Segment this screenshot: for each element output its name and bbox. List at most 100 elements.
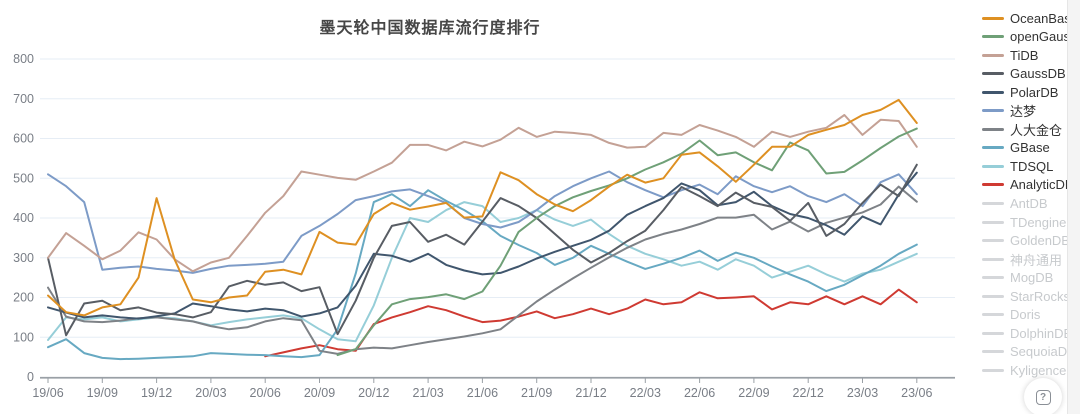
legend-line-swatch: [982, 368, 1004, 372]
legend-line-swatch: [982, 239, 1004, 243]
legend-item-AnalyticDB[interactable]: AnalyticDB: [982, 176, 1074, 194]
legend-line-swatch: [982, 257, 1004, 261]
x-axis-label: 22/06: [684, 386, 715, 400]
x-axis-label: 20/06: [250, 386, 281, 400]
legend-label: GaussDB: [1010, 66, 1066, 82]
legend-label: StarRocks: [1010, 288, 1070, 304]
series-line-PolarDB: [47, 171, 918, 320]
y-axis-label: 800: [13, 52, 34, 66]
legend-label: openGauss: [1010, 29, 1077, 45]
series-line-人大金仓: [47, 185, 918, 355]
legend-item-StarRocks[interactable]: StarRocks: [982, 287, 1070, 305]
legend-item-人大金仓[interactable]: 人大金仓: [982, 120, 1062, 138]
legend-label: GBase: [1010, 140, 1050, 156]
legend-line-swatch: [982, 164, 1004, 168]
x-axis-label: 21/12: [575, 386, 606, 400]
legend-line-swatch: [982, 35, 1004, 39]
legend-item-GBase[interactable]: GBase: [982, 139, 1050, 157]
legend-item-TiDB[interactable]: TiDB: [982, 46, 1038, 64]
legend-line-swatch: [982, 127, 1004, 131]
legend-line-swatch: [982, 276, 1004, 280]
legend-label: 达梦: [1010, 104, 1037, 120]
legend-item-MogDB[interactable]: MogDB: [982, 269, 1053, 287]
legend-item-TDSQL[interactable]: TDSQL: [982, 157, 1053, 175]
chart-title: 墨天轮中国数据库流行度排行: [319, 20, 541, 37]
x-axis-label: 22/12: [793, 386, 824, 400]
scrollbar[interactable]: [1067, 0, 1080, 414]
x-axis-label: 22/09: [738, 386, 769, 400]
x-axis-label: 20/03: [195, 386, 226, 400]
legend-label: 人大金仓: [1010, 122, 1063, 138]
x-axis-label: 23/06: [901, 386, 932, 400]
question-mark-icon: ?: [1035, 389, 1051, 405]
y-axis-label: 400: [13, 211, 34, 225]
legend-line-swatch: [982, 183, 1004, 187]
x-axis-label: 21/09: [521, 386, 552, 400]
legend-label: SequoiaDB: [1010, 344, 1076, 360]
legend-line-swatch: [982, 16, 1004, 20]
legend-line-swatch: [982, 331, 1004, 335]
series-line-达梦: [47, 170, 918, 274]
y-axis-label: 200: [13, 291, 34, 305]
legend-item-Kyligence[interactable]: Kyligence: [982, 361, 1066, 379]
x-axis-label: 19/09: [87, 386, 118, 400]
legend-line-swatch: [982, 109, 1004, 113]
y-axis-label: 500: [13, 171, 34, 185]
help-button[interactable]: ?: [1024, 378, 1062, 414]
legend-item-TDengine[interactable]: TDengine: [982, 213, 1066, 231]
y-axis-label: 600: [13, 132, 34, 146]
x-axis-label: 20/12: [358, 386, 389, 400]
legend-line-swatch: [982, 72, 1004, 76]
legend-item-OceanBase[interactable]: OceanBase: [982, 9, 1078, 27]
legend-item-Doris[interactable]: Doris: [982, 306, 1040, 324]
legend-item-DolphinDB[interactable]: DolphinDB: [982, 324, 1072, 342]
legend-label: OceanBase: [1010, 10, 1078, 26]
x-axis-label: 23/03: [847, 386, 878, 400]
legend-label: Kyligence: [1010, 362, 1067, 378]
legend-line-swatch: [982, 350, 1004, 354]
series-line-TiDB: [47, 114, 918, 273]
legend-label: AnalyticDB: [1010, 177, 1074, 193]
series-line-OceanBase: [47, 98, 918, 317]
legend-label: GoldenDB: [1010, 233, 1070, 249]
y-axis-label: 100: [13, 330, 34, 344]
legend-item-SequoiaDB[interactable]: SequoiaDB: [982, 343, 1076, 361]
series-line-openGauss: [336, 127, 918, 357]
series-line-AnalyticDB: [264, 288, 918, 358]
legend-label: TDSQL: [1010, 158, 1054, 174]
legend-line-swatch: [982, 146, 1004, 150]
legend-line-swatch: [982, 220, 1004, 224]
legend-item-PolarDB[interactable]: PolarDB: [982, 83, 1058, 101]
legend-item-GoldenDB[interactable]: GoldenDB: [982, 232, 1070, 250]
legend-label: TDengine: [1010, 214, 1067, 230]
legend-line-swatch: [982, 90, 1004, 94]
x-axis-label: 22/03: [630, 386, 661, 400]
legend-item-达梦[interactable]: 达梦: [982, 102, 1036, 120]
legend-item-GaussDB[interactable]: GaussDB: [982, 65, 1066, 83]
legend-label: 神舟通用: [1010, 252, 1063, 268]
legend-label: Doris: [1010, 307, 1041, 323]
legend-label: AntDB: [1010, 196, 1048, 211]
legend-line-swatch: [982, 202, 1004, 205]
legend-item-openGauss[interactable]: openGauss: [982, 28, 1077, 46]
legend-item-AntDB[interactable]: AntDB: [982, 195, 1048, 213]
legend-label: TiDB: [1010, 47, 1039, 63]
y-axis-label: 700: [13, 92, 34, 106]
x-axis-label: 19/12: [141, 386, 172, 400]
x-axis-label: 21/06: [467, 386, 498, 400]
x-axis-label: 21/03: [412, 386, 443, 400]
legend-line-swatch: [982, 313, 1004, 317]
series-line-GaussDB: [47, 163, 918, 337]
x-axis-label: 20/09: [304, 386, 335, 400]
x-axis-label: 19/06: [32, 386, 63, 400]
legend-line-swatch: [982, 294, 1004, 298]
legend-label: DolphinDB: [1010, 325, 1073, 341]
legend-line-swatch: [982, 53, 1004, 57]
legend-label: PolarDB: [1010, 84, 1059, 100]
legend-label: MogDB: [1010, 270, 1054, 286]
y-axis-label: 300: [13, 251, 34, 265]
y-axis-label: 0: [27, 370, 34, 384]
legend-item-神舟通用[interactable]: 神舟通用: [982, 250, 1062, 268]
